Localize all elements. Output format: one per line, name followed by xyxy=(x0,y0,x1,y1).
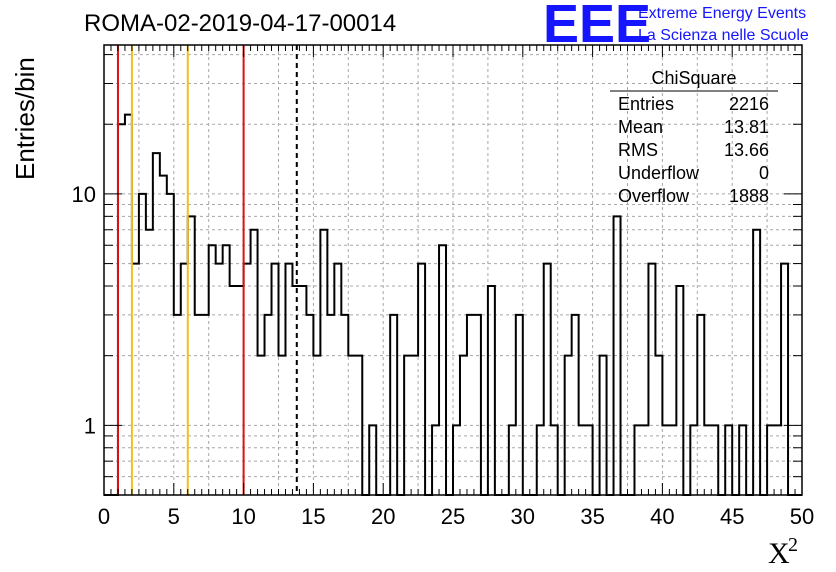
y-tick-labels: 1 10 xyxy=(72,182,96,438)
stats-title: ChiSquare xyxy=(651,68,736,88)
x-axis-label: X 2 xyxy=(768,534,798,570)
x-tick-label: 15 xyxy=(301,504,325,529)
stats-row-label: Underflow xyxy=(618,163,700,183)
stats-rows: Entries 2216 Mean 13.81 RMS 13.66 Underflow 0 Ov… xyxy=(618,94,769,206)
stats-row-value: 0 xyxy=(759,163,769,183)
x-tick-label: 30 xyxy=(511,504,535,529)
axis-ticks xyxy=(103,45,803,495)
stats-box: ChiSquare Entries 2216 Mean 13.81 RMS 13.66 Un… xyxy=(610,68,778,206)
y-tick-label: 1 xyxy=(84,413,96,438)
stats-row-label: Overflow xyxy=(618,186,690,206)
x-axis-label-superscript: 2 xyxy=(788,534,798,556)
stats-row-value: 1888 xyxy=(729,186,769,206)
logo-line-1: Extreme Energy Events xyxy=(638,5,806,22)
x-tick-label: 20 xyxy=(371,504,395,529)
x-axis-label-text: X xyxy=(768,537,790,570)
stats-row-label: Entries xyxy=(618,94,674,114)
x-tick-label: 35 xyxy=(580,504,604,529)
logo-line-2: La Scienza nelle Scuole xyxy=(638,27,809,44)
x-tick-label: 50 xyxy=(790,504,814,529)
threshold-lines xyxy=(116,45,298,495)
stats-row-value: 13.66 xyxy=(724,140,769,160)
x-tick-label: 5 xyxy=(168,504,180,529)
x-tick-label: 0 xyxy=(98,504,110,529)
x-tick-label: 25 xyxy=(441,504,465,529)
grid-lines xyxy=(104,45,802,495)
chart-title: ROMA-02-2019-04-17-00014 xyxy=(84,10,396,37)
plot-frame xyxy=(103,44,803,496)
eee-logo: EEE Extreme Energy Events La Scienza nel… xyxy=(543,0,809,54)
x-tick-labels: 0 5 10 15 20 25 30 35 40 45 50 xyxy=(98,504,814,529)
x-tick-label: 40 xyxy=(650,504,674,529)
x-tick-label: 45 xyxy=(720,504,744,529)
stats-row-label: RMS xyxy=(618,140,658,160)
stats-row-label: Mean xyxy=(618,117,663,137)
y-tick-label: 10 xyxy=(72,182,96,207)
y-axis-label: Entries/bin xyxy=(10,57,40,180)
x-tick-label: 10 xyxy=(231,504,255,529)
stats-row-value: 13.81 xyxy=(724,117,769,137)
stats-row-value: 2216 xyxy=(729,94,769,114)
